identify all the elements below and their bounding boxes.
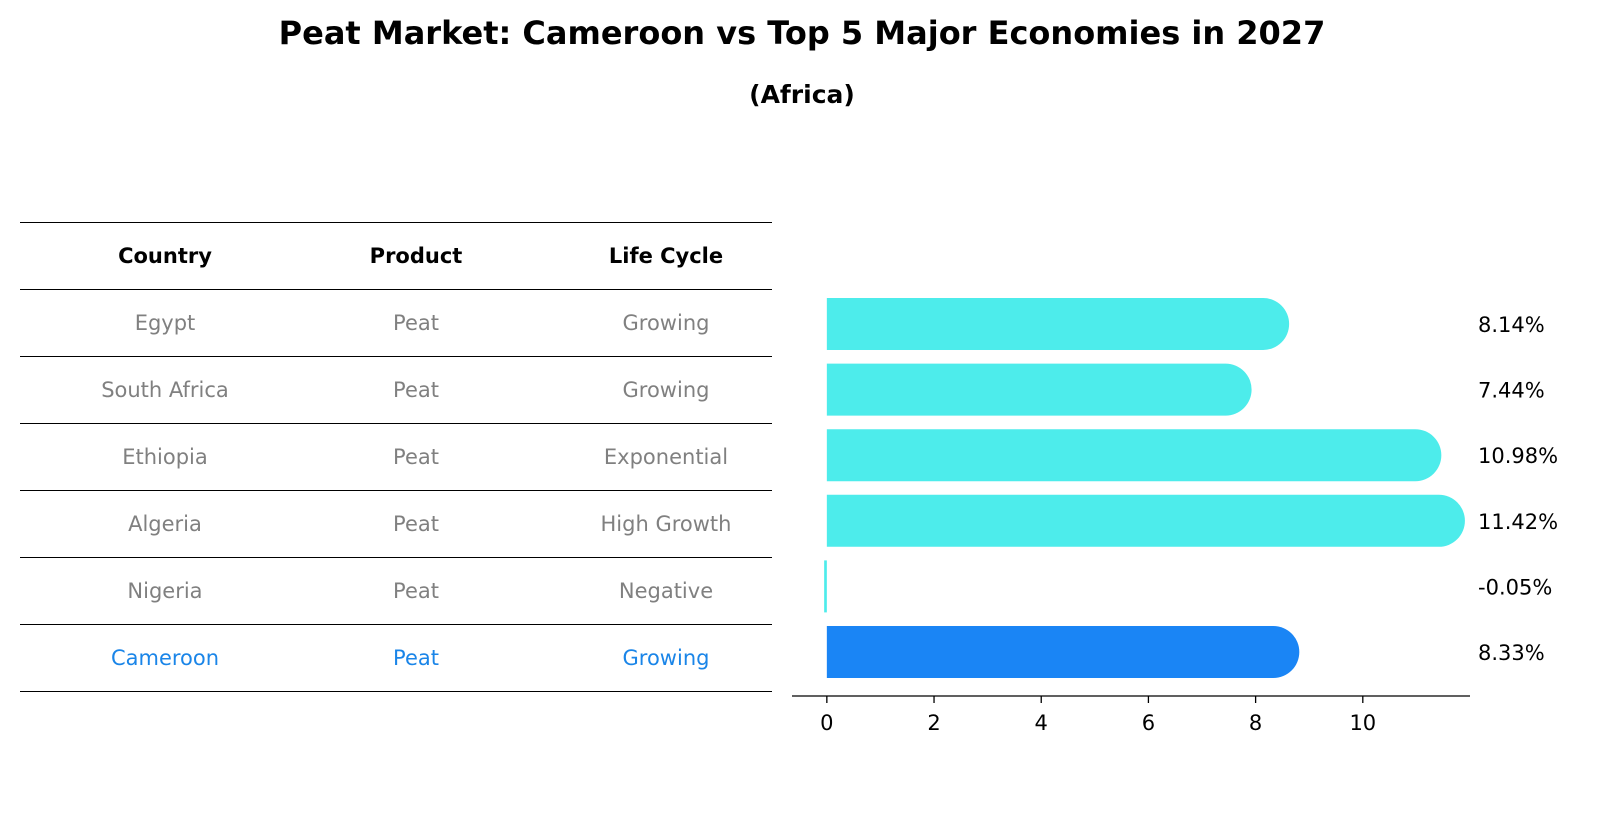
x-tick-label: 10: [1349, 711, 1376, 735]
bar-egypt: [826, 298, 1290, 350]
cell-product: Peat: [393, 445, 439, 469]
x-tick-label: 2: [927, 711, 940, 735]
bar-nigeria: [824, 560, 827, 613]
country-table: Country Product Life Cycle Egypt Peat Gr…: [20, 222, 772, 692]
cell-country: Cameroon: [110, 646, 220, 670]
x-tick-label: 4: [1035, 711, 1048, 735]
cell-country: Algeria: [128, 512, 202, 536]
table-header-row: Country Product Life Cycle: [20, 222, 772, 289]
cell-life-cycle: Growing: [622, 311, 710, 335]
x-tick-label: 0: [820, 711, 833, 735]
cell-product: Peat: [393, 646, 439, 670]
value-label: 7.44%: [1478, 379, 1545, 403]
value-label: -0.05%: [1478, 575, 1552, 599]
cell-country: Nigeria: [127, 579, 203, 603]
cell-country: Ethiopia: [122, 445, 208, 469]
header-life-cycle: Life Cycle: [608, 244, 724, 268]
bar-ethiopia: [826, 429, 1442, 482]
cell-life-cycle: Growing: [622, 646, 710, 670]
table-row: South Africa Peat Growing: [20, 356, 772, 423]
header-product: Product: [369, 244, 463, 268]
chart-title: Peat Market: Cameroon vs Top 5 Major Eco…: [278, 14, 1326, 52]
cell-product: Peat: [393, 512, 439, 536]
x-tick-label: 6: [1142, 711, 1155, 735]
bar-cameroon: [826, 626, 1300, 678]
header-country: Country: [118, 244, 212, 268]
table-row-highlighted: Cameroon Peat Growing: [20, 624, 772, 692]
bar-algeria: [826, 494, 1465, 547]
chart-subtitle: (Africa): [749, 80, 855, 109]
value-label: 11.42%: [1478, 510, 1558, 534]
table-row: Ethiopia Peat Exponential: [20, 423, 772, 490]
cell-country: South Africa: [101, 378, 229, 402]
value-label: 8.33%: [1478, 641, 1545, 665]
table-row: Nigeria Peat Negative: [20, 557, 772, 624]
cell-life-cycle: Negative: [618, 579, 714, 603]
cell-product: Peat: [393, 311, 439, 335]
table-row: Egypt Peat Growing: [20, 289, 772, 356]
cell-product: Peat: [393, 378, 439, 402]
bar-south-africa: [826, 363, 1252, 416]
value-label: 10.98%: [1478, 444, 1558, 468]
value-label: 8.14%: [1478, 313, 1545, 337]
table-row: Algeria Peat High Growth: [20, 490, 772, 557]
cell-life-cycle: Growing: [622, 378, 710, 402]
x-tick-label: 8: [1249, 711, 1262, 735]
cell-life-cycle: Exponential: [603, 445, 729, 469]
cell-life-cycle: High Growth: [600, 512, 732, 536]
cell-country: Egypt: [134, 311, 196, 335]
cell-product: Peat: [393, 579, 439, 603]
